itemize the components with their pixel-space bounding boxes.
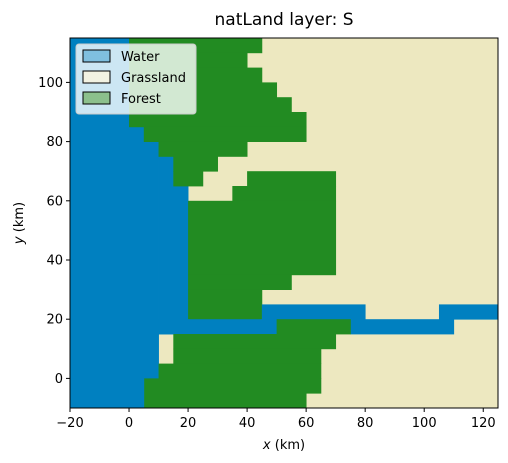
x-tick-label: 100 [412,416,437,431]
forest-region [188,200,337,276]
water-region [350,319,455,335]
forest-region [173,171,204,187]
forest-region [143,378,322,394]
forest-region [129,112,307,128]
legend-label-water: Water [121,50,160,65]
x-axis-label: x (km) [262,438,305,453]
forest-region [232,186,337,202]
plot-frame [69,37,499,409]
legend-swatch-water [82,49,111,63]
forest-region [188,274,292,290]
y-axis-label: y (km) [12,202,27,245]
legend-label-forest: Forest [121,92,161,107]
y-tick-label: 60 [46,194,63,209]
y-axis-variable: y [12,236,27,245]
forest-region [276,319,351,335]
x-tick-label: 60 [298,416,315,431]
forest-region [173,348,322,364]
x-tick-label: 120 [471,416,496,431]
y-axis-ticks: 0 20 40 60 80 100 [38,76,70,387]
y-tick-label: 80 [46,135,63,150]
forest-region [158,141,248,157]
x-tick-label: 20 [180,416,197,431]
y-tick-label: 40 [46,254,63,269]
forest-region [173,156,218,172]
forest-region [143,126,307,142]
x-tick-label: 40 [239,416,256,431]
chart-title: natLand layer: S [215,10,354,30]
x-axis-ticks: −20 0 20 40 60 80 100 120 [56,408,496,431]
water-region [261,304,366,320]
x-tick-label: 80 [357,416,374,431]
legend-swatch-grassland [82,70,111,84]
y-axis-unit: (km) [12,202,27,236]
x-axis-unit: (km) [271,438,305,453]
forest-region [158,363,322,379]
water-region [129,378,145,409]
y-tick-label: 100 [38,76,63,91]
forest-region [143,393,307,409]
x-axis-variable: x [262,438,271,453]
water-region [438,304,499,320]
forest-region [188,289,263,320]
x-tick-label: 0 [125,416,133,431]
legend-swatch-forest [82,91,111,105]
y-tick-label: 20 [46,313,63,328]
legend: Water Grassland Forest [75,43,197,115]
legend-label-grassland: Grassland [121,71,186,86]
forest-region [247,171,337,187]
x-tick-label: −20 [56,416,83,431]
y-tick-label: 0 [55,372,63,387]
forest-region [173,334,337,350]
water-region [158,319,278,335]
